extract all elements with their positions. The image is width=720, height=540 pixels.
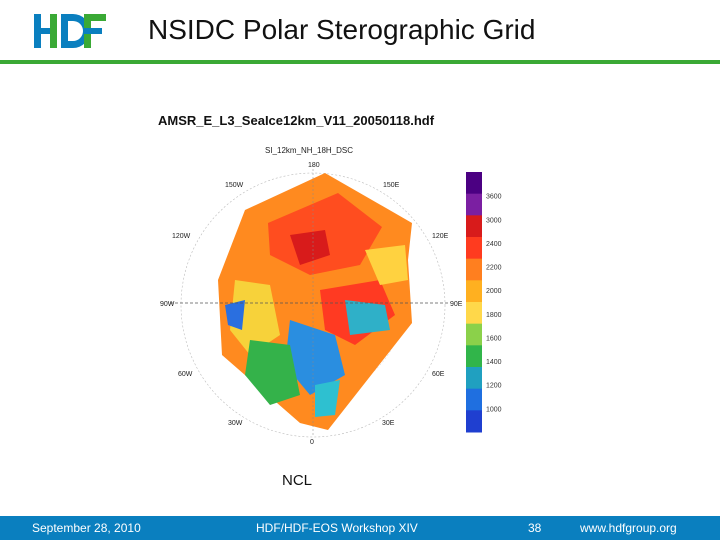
- lon-label-90e: 90E: [450, 301, 463, 308]
- lon-label-120w: 120W: [172, 233, 191, 240]
- colorbar-segment: [466, 193, 482, 216]
- lon-label-60w: 60W: [178, 371, 193, 378]
- colorbar-segment: [466, 345, 482, 368]
- figure-field-name: SI_12km_NH_18H_DSC: [265, 146, 353, 155]
- footer-event: HDF/HDF-EOS Workshop XIV: [256, 521, 418, 535]
- colorbar-tick-label: 1800: [486, 312, 502, 319]
- colorbar-tick-label: 2400: [486, 241, 502, 248]
- footer-page-number: 38: [528, 521, 542, 535]
- colorbar-segment: [466, 258, 482, 281]
- colorbar-segment: [466, 410, 482, 433]
- lon-label-30e: 30E: [382, 420, 395, 427]
- colorbar: 3600 3000 2400 2200 2000 1800 1600 1400 1200 1000: [466, 172, 502, 433]
- colorbar-segment: [466, 367, 482, 390]
- colorbar-tick-label: 1400: [486, 359, 502, 366]
- colorbar-tick-label: 3600: [486, 194, 502, 201]
- colorbar-segment: [466, 302, 482, 325]
- figure-caption: NCL: [282, 472, 313, 489]
- lon-label-0: 0: [310, 439, 314, 446]
- colorbar-segment: [466, 388, 482, 411]
- lon-label-120e: 120E: [432, 233, 449, 240]
- figure-file-title: AMSR_E_L3_SeaIce12km_V11_20050118.hdf: [158, 113, 435, 128]
- colorbar-tick-label: 1000: [486, 406, 502, 413]
- lon-label-150w: 150W: [225, 182, 244, 189]
- lon-label-30w: 30W: [228, 420, 243, 427]
- sea-ice-map-figure: AMSR_E_L3_SeaIce12km_V11_20050118.hdf SI…: [158, 113, 502, 446]
- colorbar-tick-label: 1600: [486, 335, 502, 342]
- colorbar-tick-label: 3000: [486, 217, 502, 224]
- lon-label-60e: 60E: [432, 371, 445, 378]
- sea-ice-data-swath: [218, 173, 412, 430]
- colorbar-segment: [466, 172, 482, 195]
- lon-label-180: 180: [308, 162, 320, 169]
- hdf-logo: [34, 14, 106, 48]
- colorbar-segment: [466, 280, 482, 303]
- colorbar-segment: [466, 215, 482, 238]
- lon-label-90w: 90W: [160, 301, 175, 308]
- colorbar-segment: [466, 237, 482, 260]
- colorbar-tick-label: 1200: [486, 383, 502, 390]
- title-divider: [0, 60, 720, 64]
- footer-date: September 28, 2010: [32, 521, 141, 535]
- slide-title: NSIDC Polar Sterographic Grid: [148, 14, 536, 45]
- colorbar-tick-label: 2000: [486, 288, 502, 295]
- footer-url: www.hdfgroup.org: [580, 521, 677, 535]
- colorbar-tick-label: 2200: [486, 265, 502, 272]
- colorbar-segment: [466, 323, 482, 346]
- footer-bar: September 28, 2010 HDF/HDF-EOS Workshop …: [0, 516, 720, 540]
- lon-label-150e: 150E: [383, 182, 400, 189]
